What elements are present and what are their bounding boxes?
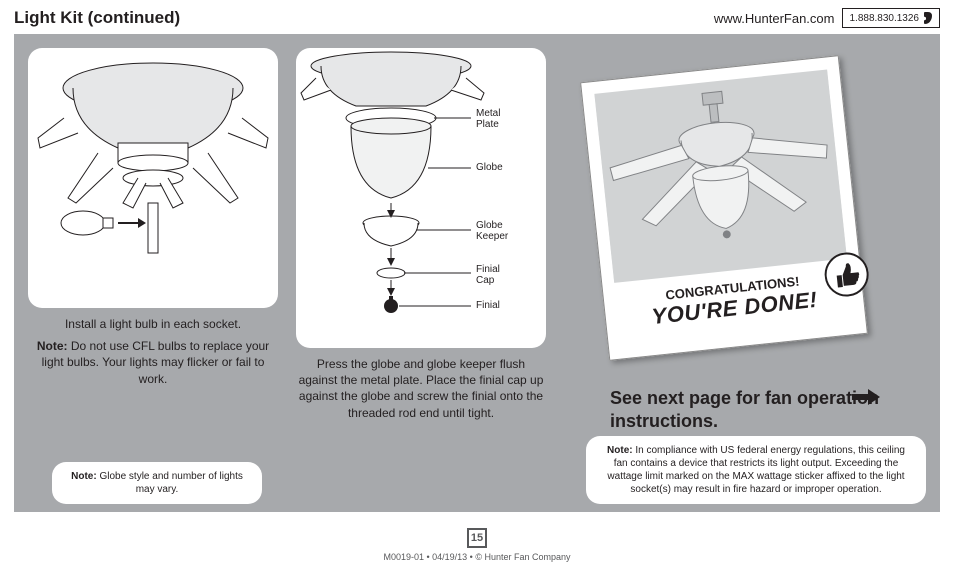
label-finial: Finial — [476, 300, 500, 311]
panel-1-illustration — [28, 48, 278, 308]
phone-box: 1.888.830.1326 — [842, 8, 940, 28]
note-text: Do not use CFL bulbs to replace your lig… — [42, 339, 270, 385]
label-metal-plate: Metal Plate — [476, 108, 521, 130]
page-header: Light Kit (continued) www.HunterFan.com … — [0, 0, 954, 34]
panel-2-illustration: Metal Plate Globe Globe Keeper Finial Ca… — [296, 48, 546, 348]
polaroid-card: CONGRATULATIONS! YOU'RE DONE! — [580, 55, 868, 361]
manual-page: Light Kit (continued) www.HunterFan.com … — [0, 0, 954, 564]
panel-1: Install a light bulb in each socket. Not… — [28, 48, 278, 421]
label-globe: Globe — [476, 162, 503, 173]
page-number: 15 — [467, 528, 487, 548]
panels-row: Install a light bulb in each socket. Not… — [28, 48, 926, 421]
arrow-right-icon — [852, 389, 880, 405]
thumbs-up-icon — [822, 250, 870, 298]
page-footer: 15 M0019-01 • 04/19/13 • © Hunter Fan Co… — [0, 526, 954, 562]
note-label: Note: — [37, 339, 68, 353]
page-title: Light Kit (continued) — [14, 8, 180, 28]
phone-number: 1.888.830.1326 — [849, 13, 919, 24]
next-page-label: See next page for fan operation instruct… — [610, 388, 879, 431]
caption-line: Install a light bulb in each socket. — [28, 316, 278, 332]
note-text: Globe style and number of lights may var… — [97, 471, 243, 495]
panel-2-caption: Press the globe and globe keeper flush a… — [296, 356, 546, 421]
header-right: www.HunterFan.com 1.888.830.1326 — [714, 8, 940, 28]
polaroid-image — [594, 69, 847, 282]
note-label: Note: — [71, 471, 97, 482]
caption-note: Note: Do not use CFL bulbs to replace yo… — [28, 338, 278, 387]
note-label: Note: — [607, 445, 633, 456]
website-url: www.HunterFan.com — [714, 11, 835, 26]
panel-2: Metal Plate Globe Globe Keeper Finial Ca… — [296, 48, 546, 421]
phone-icon — [923, 11, 933, 25]
content-panel: Install a light bulb in each socket. Not… — [14, 34, 940, 512]
panel-1-caption: Install a light bulb in each socket. Not… — [28, 316, 278, 387]
label-globe-keeper: Globe Keeper — [476, 220, 521, 242]
footer-info: M0019-01 • 04/19/13 • © Hunter Fan Compa… — [0, 552, 954, 562]
polaroid-column: CONGRATULATIONS! YOU'RE DONE! — [564, 48, 894, 358]
label-finial-cap: Finial Cap — [476, 264, 516, 286]
next-page-text: See next page for fan operation instruct… — [610, 387, 910, 432]
note-left-box: Note: Globe style and number of lights m… — [52, 462, 262, 504]
note-right-box: Note: In compliance with US federal ener… — [586, 436, 926, 504]
note-text: In compliance with US federal energy reg… — [607, 445, 905, 495]
